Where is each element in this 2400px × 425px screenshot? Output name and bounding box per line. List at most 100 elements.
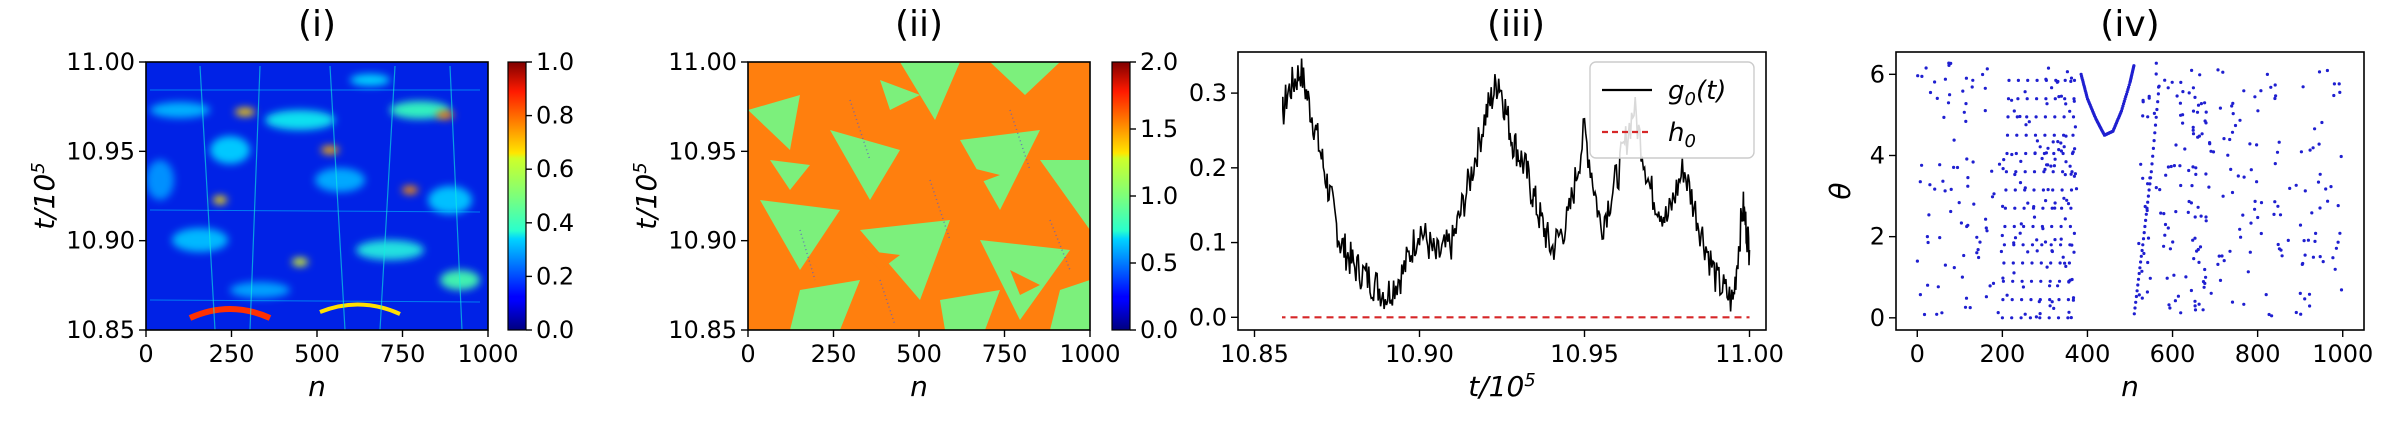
scatter-point — [2071, 115, 2076, 119]
scatter-point — [2186, 210, 2190, 214]
scatter-point — [2035, 97, 2039, 101]
axis-ticks-iii: 10.85 10.90 10.95 11.00 0.0 0.1 0.2 0.3 — [1189, 79, 1784, 368]
scatter-point — [2048, 304, 2052, 308]
y-tick-label: 10.85 — [668, 316, 737, 344]
scatter-point — [2033, 133, 2038, 137]
scatter-point — [2333, 267, 2337, 271]
scatter-point — [2154, 61, 2158, 65]
scatter-point — [2146, 200, 2150, 204]
scatter-point — [2238, 227, 2242, 231]
scatter-point — [2136, 283, 2140, 287]
scatter-point — [2068, 164, 2072, 168]
scatter-point — [2230, 190, 2235, 195]
scatter-point — [1952, 138, 1956, 142]
scatter-point — [2054, 78, 2058, 82]
scatter-point — [2059, 243, 2063, 247]
scatter-point — [1971, 78, 1975, 82]
scatter-point — [2030, 261, 2034, 265]
scatter-point — [2012, 109, 2016, 113]
colorbar-tick-label: 1.0 — [536, 48, 574, 76]
scatter-point — [2311, 255, 2315, 259]
scatter-point — [1915, 259, 1919, 263]
scatter-point — [1990, 195, 1995, 199]
scatter-plot-iv — [1915, 61, 2344, 320]
scatter-point — [2313, 239, 2317, 243]
scatter-point — [1940, 311, 1944, 315]
scatter-point — [2057, 95, 2061, 99]
scatter-point — [2255, 143, 2259, 147]
scatter-point — [2041, 206, 2045, 210]
scatter-point — [2133, 306, 2137, 310]
scatter-point — [1983, 109, 1987, 113]
scatter-point — [2275, 150, 2280, 154]
scatter-point — [2339, 288, 2344, 292]
colorbar-tick-label: 0.0 — [536, 316, 574, 344]
scatter-point — [2137, 241, 2141, 246]
x-tick-label: 500 — [896, 340, 942, 368]
scatter-point — [1938, 163, 1942, 167]
x-tick-label: 0 — [740, 340, 755, 368]
colorbar-tick-label: 0.6 — [536, 155, 574, 183]
scatter-point — [2021, 285, 2025, 289]
scatter-point — [2151, 154, 2155, 158]
panel-i: (i) — [28, 4, 574, 403]
scatter-point — [1941, 179, 1945, 183]
scatter-point — [2190, 184, 2194, 188]
scatter-point — [2001, 167, 2005, 171]
scatter-point — [2307, 292, 2312, 296]
scatter-point — [2199, 102, 2203, 106]
y-tick-label: 10.95 — [66, 137, 135, 165]
scatter-point — [2053, 157, 2057, 161]
scatter-point — [2039, 261, 2043, 265]
scatter-point — [2063, 78, 2067, 82]
scatter-point — [1926, 283, 1930, 287]
x-tick-label: 0 — [138, 340, 153, 368]
scatter-point — [2139, 260, 2143, 264]
scatter-point — [1955, 165, 1960, 170]
scatter-point — [2063, 173, 2067, 177]
scatter-point — [1985, 67, 1989, 71]
scatter-point — [2059, 224, 2063, 229]
scatter-point — [2015, 115, 2019, 119]
scatter-point — [2137, 293, 2141, 297]
scatter-point — [2242, 89, 2246, 93]
colorbar-ticks-i: 0.0 0.2 0.4 0.6 0.8 1.0 — [526, 48, 574, 344]
scatter-point — [2053, 97, 2057, 101]
scatter-point — [2066, 316, 2070, 320]
scatter-point — [1975, 251, 1979, 255]
x-tick-label: 10.85 — [1220, 340, 1289, 368]
scatter-point — [2325, 68, 2329, 73]
scatter-point — [2059, 94, 2063, 98]
y-tick-label: 0 — [1870, 304, 1885, 332]
scatter-point — [2033, 151, 2037, 156]
heatmap-ii — [748, 62, 1090, 330]
scatter-point — [2231, 101, 2235, 105]
scatter-point — [2002, 243, 2006, 247]
colorbar-tick-label: 0.2 — [536, 262, 574, 290]
scatter-point — [2141, 176, 2145, 180]
scatter-point — [2143, 204, 2147, 209]
scatter-point — [2014, 151, 2018, 156]
scatter-point — [2142, 251, 2146, 256]
scatter-point — [2066, 298, 2070, 302]
scatter-point — [2278, 213, 2283, 217]
scatter-point — [2021, 261, 2025, 265]
scatter-point — [2199, 214, 2203, 218]
scatter-point — [2056, 284, 2060, 288]
scatter-point — [2052, 151, 2056, 156]
scatter-point — [2138, 266, 2142, 270]
scatter-point — [2156, 92, 2160, 96]
scatter-point — [2194, 166, 2198, 170]
scatter-point — [2132, 312, 2136, 316]
scatter-point — [2061, 151, 2065, 156]
scatter-point — [2204, 110, 2208, 114]
scatter-point — [2141, 114, 2145, 118]
scatter-point — [2049, 243, 2053, 247]
scatter-point — [2035, 238, 2039, 242]
scatter-point — [2183, 147, 2187, 151]
scatter-point — [2043, 240, 2048, 244]
scatter-point — [1964, 76, 1968, 80]
scatter-point — [1966, 184, 1970, 188]
scatter-point — [2049, 164, 2053, 168]
